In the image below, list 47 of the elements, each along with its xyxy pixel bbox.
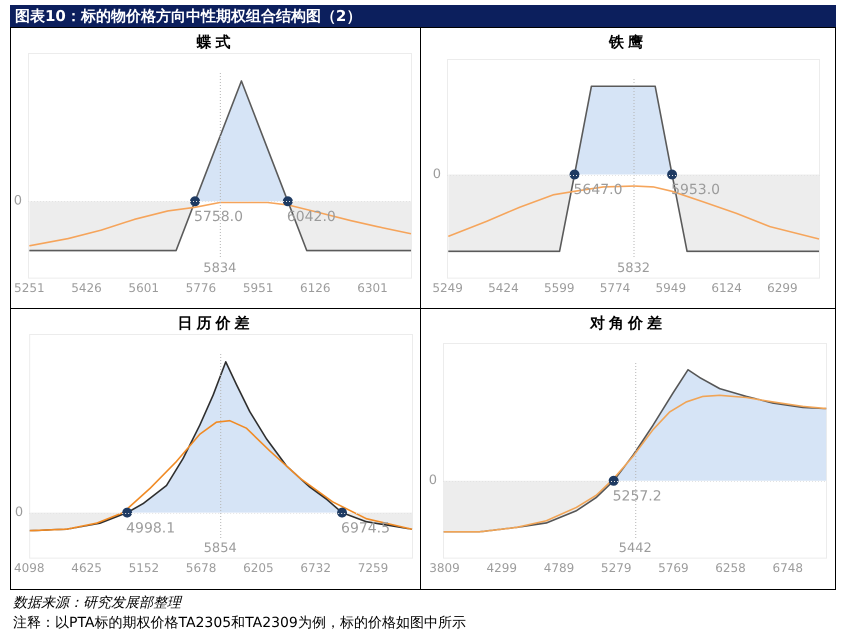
ref-line-label: 0	[14, 505, 24, 520]
x-tick-label: 5949	[656, 280, 686, 295]
x-tick-label: 6258	[715, 560, 746, 575]
x-tick-label: 4789	[544, 560, 574, 575]
ref-line-label: 5442	[618, 540, 652, 556]
x-tick-label: 6299	[767, 280, 798, 295]
x-tick-label: 5424	[488, 280, 519, 295]
x-tick-label: 5678	[186, 560, 216, 575]
ref-line-label: 0	[432, 166, 441, 182]
chart-title: 铁鹰	[608, 33, 648, 52]
x-tick-label: 5251	[14, 280, 45, 295]
ref-line-label: 0	[428, 473, 437, 488]
text: 图表10：标的物价格方向中性期权组合结构图（2）	[15, 6, 362, 27]
x-tick-label: 7259	[358, 560, 388, 575]
annotation: 4998.1	[126, 520, 176, 536]
ref-line-label: 5834	[203, 260, 236, 276]
x-tick-label: 6732	[300, 560, 331, 575]
x-tick-label: 5774	[600, 280, 630, 295]
x-tick-label: 5279	[600, 560, 632, 575]
x-tick-label: 4299	[486, 560, 518, 575]
source-note: 数据来源：研究发展部整理	[13, 594, 184, 613]
x-tick-label: 5601	[128, 280, 159, 295]
ref-line-label: 5854	[204, 540, 237, 556]
annotation: 6974.5	[341, 520, 390, 536]
x-tick-label: 3809	[429, 560, 460, 575]
x-tick-label: 6748	[772, 560, 804, 575]
x-tick-label: 5599	[544, 280, 574, 295]
x-tick-label: 6126	[300, 280, 331, 295]
x-tick-label: 5426	[71, 280, 102, 295]
chart-title: 日历价差	[176, 314, 254, 333]
x-tick-label: 5776	[186, 280, 216, 295]
x-tick-label: 5951	[242, 280, 274, 295]
chart-title: 蝶式	[196, 33, 236, 52]
x-tick-label: 6124	[711, 280, 742, 295]
ref-line-label: 5832	[616, 260, 650, 276]
x-tick-label: 4625	[71, 560, 102, 575]
x-tick-label: 5152	[128, 560, 160, 575]
x-tick-label: 6205	[243, 560, 274, 575]
x-tick-label: 5769	[658, 560, 689, 575]
x-tick-label: 4098	[14, 560, 45, 575]
x-tick-label: 6301	[357, 280, 388, 295]
x-tick-label: 5249	[432, 280, 463, 295]
annotation: 5758.0	[194, 208, 244, 225]
annotation: 5257.2	[612, 488, 662, 504]
text: 注释：以PTA标的期权价格TA2305和TA2309为例，标的价格如图中所示	[13, 614, 466, 633]
chart-title: 对角价差	[588, 314, 667, 333]
ref-line-label: 0	[14, 194, 22, 209]
